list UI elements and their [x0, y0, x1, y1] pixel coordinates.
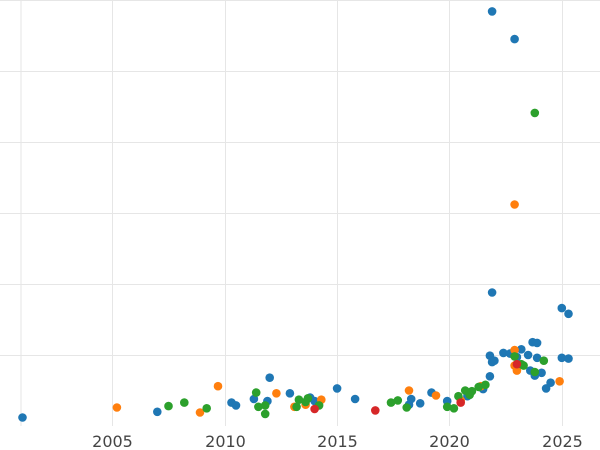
data-point-blue	[537, 368, 546, 378]
data-point-green	[164, 401, 173, 411]
data-point-blue	[564, 354, 573, 363]
data-point-red	[310, 404, 319, 414]
data-point-green	[260, 401, 270, 410]
data-point-blue	[406, 394, 416, 404]
data-point-green	[481, 380, 490, 390]
x-tick-label: 2015	[317, 432, 358, 450]
data-point-blue	[557, 353, 567, 363]
data-point-green	[254, 402, 263, 412]
data-point-blue	[487, 288, 497, 297]
data-point-orange	[213, 381, 223, 391]
data-point-green	[539, 356, 549, 366]
data-point-green	[251, 388, 261, 397]
data-point-blue	[265, 373, 275, 383]
data-point-blue	[523, 350, 533, 360]
data-point-blue	[332, 384, 342, 393]
data-point-green	[510, 352, 519, 361]
data-points	[18, 7, 573, 422]
data-point-blue	[517, 345, 526, 354]
data-point-green	[519, 361, 528, 370]
data-point-green	[449, 404, 459, 413]
data-point-blue	[153, 407, 162, 417]
data-point-red	[371, 406, 380, 415]
data-point-blue	[231, 401, 241, 410]
x-tick-labels: 2005 2010 2015 2020 2025	[92, 432, 583, 450]
data-point-green	[202, 404, 211, 413]
data-point-blue	[532, 353, 542, 363]
x-tick-label: 2010	[205, 432, 246, 450]
data-point-green	[292, 402, 301, 412]
data-point-blue	[490, 356, 499, 366]
data-point-green	[393, 396, 403, 405]
data-point-blue	[546, 378, 555, 388]
data-point-green	[442, 402, 452, 412]
data-point-green	[467, 386, 477, 396]
data-point-orange	[510, 200, 519, 209]
data-point-blue	[285, 389, 295, 398]
data-point-green	[260, 409, 270, 419]
data-point-blue	[350, 394, 360, 404]
data-point-green	[530, 367, 540, 377]
data-point-blue	[499, 348, 508, 358]
data-point-green	[180, 398, 189, 407]
grid-lines	[0, 0, 600, 426]
data-point-green	[294, 395, 304, 405]
data-point-blue	[485, 372, 495, 381]
data-point-orange	[195, 408, 205, 417]
data-point-blue	[487, 7, 497, 16]
x-tick-label: 2005	[92, 432, 133, 450]
data-point-orange	[510, 345, 519, 355]
data-point-blue	[18, 413, 27, 422]
data-point-blue	[415, 399, 425, 408]
x-tick-label: 2025	[542, 432, 583, 450]
data-point-green	[402, 403, 412, 412]
data-point-red	[456, 398, 466, 407]
data-point-red	[512, 359, 522, 369]
data-point-blue	[557, 303, 567, 313]
data-point-orange	[112, 403, 122, 412]
x-tick-label: 2020	[429, 432, 470, 450]
data-point-blue	[532, 338, 542, 348]
data-point-orange	[431, 391, 441, 400]
data-point-green	[474, 382, 484, 392]
data-point-green	[530, 108, 540, 118]
data-point-orange	[404, 386, 414, 395]
data-point-orange	[272, 389, 281, 398]
data-point-green	[303, 394, 313, 403]
data-point-orange	[512, 366, 522, 375]
data-point-orange	[555, 377, 564, 386]
data-point-blue	[564, 309, 573, 319]
data-point-green	[386, 398, 396, 407]
data-point-blue	[510, 34, 519, 44]
